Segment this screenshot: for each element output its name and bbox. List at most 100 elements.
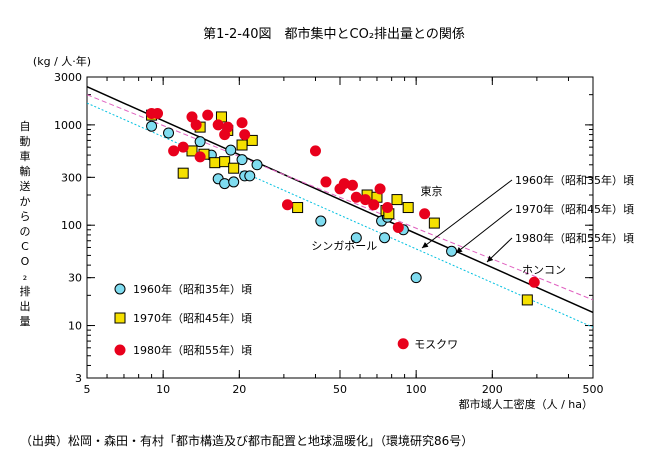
data-point bbox=[236, 154, 248, 166]
data-point bbox=[521, 294, 533, 306]
data-point bbox=[281, 199, 293, 211]
scatter-points bbox=[146, 107, 540, 306]
data-point bbox=[391, 194, 403, 206]
y-tick-label: 300 bbox=[61, 171, 82, 184]
data-point bbox=[410, 272, 422, 284]
line-legend-arrow bbox=[455, 208, 513, 254]
data-point bbox=[190, 119, 202, 131]
x-tick-label: 200 bbox=[482, 383, 503, 396]
y-tick-label: 100 bbox=[61, 219, 82, 232]
data-point bbox=[236, 117, 248, 129]
data-point bbox=[194, 151, 206, 163]
y-axis-label-char: ら bbox=[20, 210, 31, 223]
y-tick-label: 10 bbox=[68, 320, 82, 333]
data-point bbox=[381, 202, 393, 214]
y-axis-label-char: 出 bbox=[20, 299, 31, 313]
x-tick-label: 20 bbox=[232, 383, 246, 396]
y-axis-label-char: の bbox=[20, 225, 31, 238]
annotation-label: 東京 bbox=[421, 184, 443, 198]
x-tick-label: 10 bbox=[156, 383, 170, 396]
legend-label: 1960年（昭和35年）頃 bbox=[133, 282, 252, 296]
y-axis-label-char: O bbox=[21, 255, 30, 268]
x-tick-label: 500 bbox=[583, 383, 604, 396]
data-point bbox=[368, 199, 380, 211]
data-point bbox=[236, 139, 248, 151]
data-point bbox=[228, 162, 240, 174]
data-point bbox=[244, 170, 256, 182]
legend-marker bbox=[114, 283, 126, 295]
line-legend: 1960年（昭和35年）頃 1970年（昭和45年）頃 1980年（昭和55年）頃 bbox=[421, 173, 634, 263]
data-point bbox=[168, 145, 180, 157]
legend: 1960年（昭和35年）頃 1970年（昭和45年）頃 1980年（昭和55年）頃 bbox=[114, 282, 252, 357]
data-point bbox=[528, 276, 540, 288]
data-point bbox=[320, 176, 332, 188]
y-axis-label-char: 輸 bbox=[20, 164, 31, 178]
data-point bbox=[163, 127, 175, 139]
legend-marker bbox=[114, 312, 126, 324]
legend-label: 1970年（昭和45年）頃 bbox=[133, 311, 252, 325]
data-point bbox=[202, 109, 214, 121]
data-point bbox=[446, 245, 458, 257]
x-tick-label: 50 bbox=[333, 383, 347, 396]
data-point bbox=[346, 179, 358, 191]
data-point bbox=[209, 157, 221, 169]
y-axis-label-char: C bbox=[21, 240, 29, 253]
y-axis-label-char: 送 bbox=[20, 179, 31, 193]
trend-line bbox=[87, 102, 593, 328]
y-axis-label-char: 量 bbox=[20, 315, 31, 328]
data-point bbox=[350, 191, 362, 203]
y-tick-label: 3000 bbox=[54, 71, 82, 84]
y-axis-label-char: 自 bbox=[20, 120, 31, 133]
line-legend-label: 1980年（昭和55年）頃 bbox=[515, 231, 634, 245]
data-point bbox=[292, 202, 304, 214]
data-point bbox=[392, 221, 404, 233]
annotation-label: シンガポール bbox=[311, 240, 377, 253]
data-point bbox=[228, 176, 240, 188]
y-axis-label-char: 排 bbox=[20, 284, 31, 298]
y-tick-label: 30 bbox=[68, 272, 82, 285]
data-point bbox=[251, 159, 263, 171]
line-legend-label: 1970年（昭和45年）頃 bbox=[515, 202, 634, 216]
plot-frame bbox=[86, 76, 594, 379]
chart-title: 第1-2-40図 都市集中とCO₂排出量との関係 bbox=[203, 26, 465, 42]
legend-marker bbox=[114, 344, 126, 356]
trend-line bbox=[87, 86, 593, 314]
data-point bbox=[374, 183, 386, 195]
data-point bbox=[219, 156, 231, 168]
data-point bbox=[177, 141, 189, 153]
plot-border bbox=[86, 76, 594, 379]
x-tick-label: 100 bbox=[406, 383, 427, 396]
data-point bbox=[225, 144, 237, 156]
x-axis: 5 10 20 50 100 200 500 bbox=[84, 77, 604, 396]
x-axis-label: 都市域人工密度（人 / ha） bbox=[459, 397, 593, 411]
y-axis-label-char: 動 bbox=[20, 134, 31, 148]
annotation-label: モスクワ bbox=[414, 338, 458, 351]
annotation-marker bbox=[397, 338, 409, 350]
source-note: （出典）松岡・森田・有村「都市構造及び都市配置と地球温暖化」（環境研究86号） bbox=[20, 433, 473, 448]
y-axis: 3 10 30 100 300 1000 3000 bbox=[54, 71, 593, 385]
data-point bbox=[359, 194, 371, 206]
y-axis-label-char: ₂ bbox=[23, 270, 27, 283]
data-point bbox=[379, 232, 391, 244]
data-point bbox=[309, 145, 321, 157]
data-point bbox=[194, 136, 206, 148]
data-point bbox=[152, 107, 164, 119]
data-point bbox=[146, 120, 158, 132]
data-point bbox=[315, 215, 327, 227]
data-point bbox=[212, 119, 224, 131]
data-point bbox=[402, 202, 414, 214]
data-point bbox=[428, 217, 440, 229]
y-axis-label-char: 車 bbox=[20, 149, 31, 163]
y-axis-unit: (kg / 人·年) bbox=[33, 54, 91, 68]
data-point bbox=[419, 208, 431, 220]
data-point bbox=[219, 178, 231, 190]
y-tick-label: 1000 bbox=[54, 119, 82, 132]
legend-label: 1980年（昭和55年）頃 bbox=[133, 343, 252, 357]
trend-line bbox=[87, 94, 593, 301]
annotation-label: ホンコン bbox=[522, 264, 566, 277]
line-legend-arrow bbox=[421, 179, 513, 249]
x-tick-label: 5 bbox=[84, 383, 91, 396]
